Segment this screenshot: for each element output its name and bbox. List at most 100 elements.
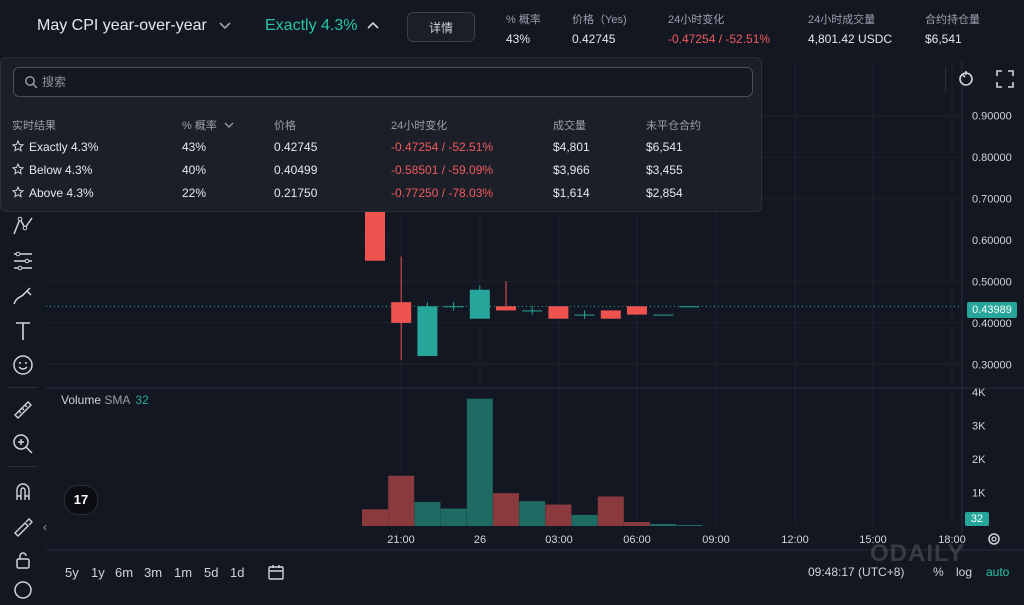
auto-toggle[interactable]: auto xyxy=(986,565,1010,579)
star-icon[interactable] xyxy=(12,163,24,175)
volume-axis-label: 4K xyxy=(972,387,986,399)
candle-body xyxy=(548,306,569,319)
calendar-icon[interactable] xyxy=(267,563,285,581)
settings-gear-icon[interactable] xyxy=(986,531,1002,547)
search-input[interactable] xyxy=(42,72,742,92)
column-header-probability[interactable]: % 概率 xyxy=(182,117,234,133)
volume-bar xyxy=(597,496,624,526)
outcome-price: 0.42745 xyxy=(274,140,318,154)
ruler-tool-icon[interactable] xyxy=(11,398,35,422)
clock[interactable]: 09:48:17 (UTC+8) xyxy=(808,565,905,579)
stat-24h-volume: 24小时成交量 4,801.42 USDC xyxy=(808,11,892,46)
chevron-down-icon[interactable] xyxy=(218,18,232,32)
volume-bar xyxy=(440,508,467,526)
drawing-toolbar xyxy=(0,200,46,599)
outcome-row[interactable]: Above 4.3% 22% 0.21750 -0.77250 / -78.03… xyxy=(1,182,761,204)
volume-bar xyxy=(493,493,519,526)
outcome-price: 0.21750 xyxy=(274,186,318,200)
collapse-toolbar-icon[interactable]: ‹ xyxy=(43,520,47,534)
star-icon[interactable] xyxy=(12,140,24,152)
selected-outcome[interactable]: Exactly 4.3% xyxy=(265,17,358,34)
time-axis-label: 03:00 xyxy=(545,534,573,546)
column-header-volume[interactable]: 成交量 xyxy=(553,120,586,132)
outcome-volume: $1,614 xyxy=(553,186,590,200)
outcome-open-interest: $3,455 xyxy=(646,163,683,177)
stat-price: 价格（Yes) 0.42745 xyxy=(572,11,627,46)
column-header-change[interactable]: 24小时变化 xyxy=(391,120,448,132)
stat-value: -0.47254 / -52.51% xyxy=(668,32,771,46)
outcome-change: -0.47254 / -52.51% xyxy=(391,140,494,154)
brush-tool-icon[interactable] xyxy=(11,284,35,308)
stat-label: 价格（Yes) xyxy=(572,14,627,26)
column-header-price[interactable]: 价格 xyxy=(274,120,296,132)
range-1y-button[interactable]: 1y xyxy=(91,565,105,580)
price-axis-label: 0.90000 xyxy=(972,111,1012,123)
screenshot-icon[interactable] xyxy=(956,68,978,90)
fullscreen-icon[interactable] xyxy=(994,68,1016,90)
candle-body xyxy=(391,302,412,323)
volume-legend-sma: SMA xyxy=(104,393,131,407)
price-axis-label: 0.30000 xyxy=(972,359,1012,371)
outcome-price: 0.40499 xyxy=(274,163,318,177)
candle-body xyxy=(627,306,647,315)
range-1d-button[interactable]: 1d xyxy=(230,565,245,580)
time-axis-label: 21:00 xyxy=(387,534,415,546)
volume-bar xyxy=(650,523,677,526)
toolbar-separator xyxy=(8,387,38,388)
stat-label: 24小时变化 xyxy=(668,14,725,26)
tradingview-logo[interactable]: 17 xyxy=(64,485,98,515)
candle-body xyxy=(365,198,385,261)
lock-icon[interactable] xyxy=(11,548,35,572)
range-5d-button[interactable]: 5d xyxy=(204,565,219,580)
range-3m-button[interactable]: 3m xyxy=(144,565,163,580)
bottom-bar: 5y 1y 6m 3m 1m 5d 1d xyxy=(0,556,1024,590)
stat-value: 43% xyxy=(506,32,531,46)
text-tool-icon[interactable] xyxy=(11,319,35,343)
time-axis-label: 26 xyxy=(474,534,486,546)
volume-bar xyxy=(362,509,388,526)
details-button[interactable]: 详情 xyxy=(407,12,475,42)
column-header-open-interest[interactable]: 未平仓合约 xyxy=(646,120,701,132)
zoom-in-icon[interactable] xyxy=(11,432,35,456)
volume-bar xyxy=(414,501,441,526)
outcome-name: Above 4.3% xyxy=(29,186,94,200)
chevron-up-icon[interactable] xyxy=(366,18,380,32)
outcome-dropdown: 实时结果 % 概率 价格 24小时变化 成交量 未平仓合约 Exactly 4.… xyxy=(0,57,762,212)
toolbar-separator xyxy=(8,466,38,467)
volume-bar xyxy=(388,475,415,526)
star-icon[interactable] xyxy=(12,186,24,198)
volume-tag: 32 xyxy=(965,512,989,526)
market-title[interactable]: May CPI year-over-year xyxy=(37,17,207,34)
pattern-tool-icon[interactable] xyxy=(11,214,35,238)
stat-value: 0.42745 xyxy=(572,32,616,46)
column-header-outcome[interactable]: 实时结果 xyxy=(12,120,56,132)
candle-body xyxy=(469,289,490,319)
log-toggle[interactable]: log xyxy=(956,565,973,579)
volume-bar xyxy=(571,514,598,526)
percent-toggle[interactable]: % xyxy=(933,565,944,579)
volume-bar xyxy=(545,504,572,526)
draw-lock-icon[interactable] xyxy=(11,513,35,537)
range-5y-button[interactable]: 5y xyxy=(65,565,79,580)
search-icon xyxy=(25,76,38,89)
search-box[interactable] xyxy=(13,67,753,97)
volume-legend-name: Volume xyxy=(61,393,102,407)
emoji-tool-icon[interactable] xyxy=(11,353,35,377)
volume-legend[interactable]: Volume SMA 32 xyxy=(61,393,149,407)
outcome-name: Below 4.3% xyxy=(29,163,93,177)
outcome-row[interactable]: Exactly 4.3% 43% 0.42745 -0.47254 / -52.… xyxy=(1,136,761,158)
volume-legend-length: 32 xyxy=(135,393,149,407)
outcome-volume: $4,801 xyxy=(553,140,590,154)
range-6m-button[interactable]: 6m xyxy=(115,565,134,580)
range-1m-button[interactable]: 1m xyxy=(174,565,193,580)
volume-bar xyxy=(624,521,650,526)
candle-body xyxy=(679,306,700,308)
time-axis-label: 09:00 xyxy=(702,534,730,546)
outcome-open-interest: $6,541 xyxy=(646,140,683,154)
volume-axis-label: 1K xyxy=(972,488,986,500)
magnet-icon[interactable] xyxy=(11,480,35,504)
volume-bar xyxy=(676,524,703,526)
outcome-change: -0.77250 / -78.03% xyxy=(391,186,494,200)
fib-tool-icon[interactable] xyxy=(11,249,35,273)
outcome-row[interactable]: Below 4.3% 40% 0.40499 -0.58501 / -59.09… xyxy=(1,159,761,181)
